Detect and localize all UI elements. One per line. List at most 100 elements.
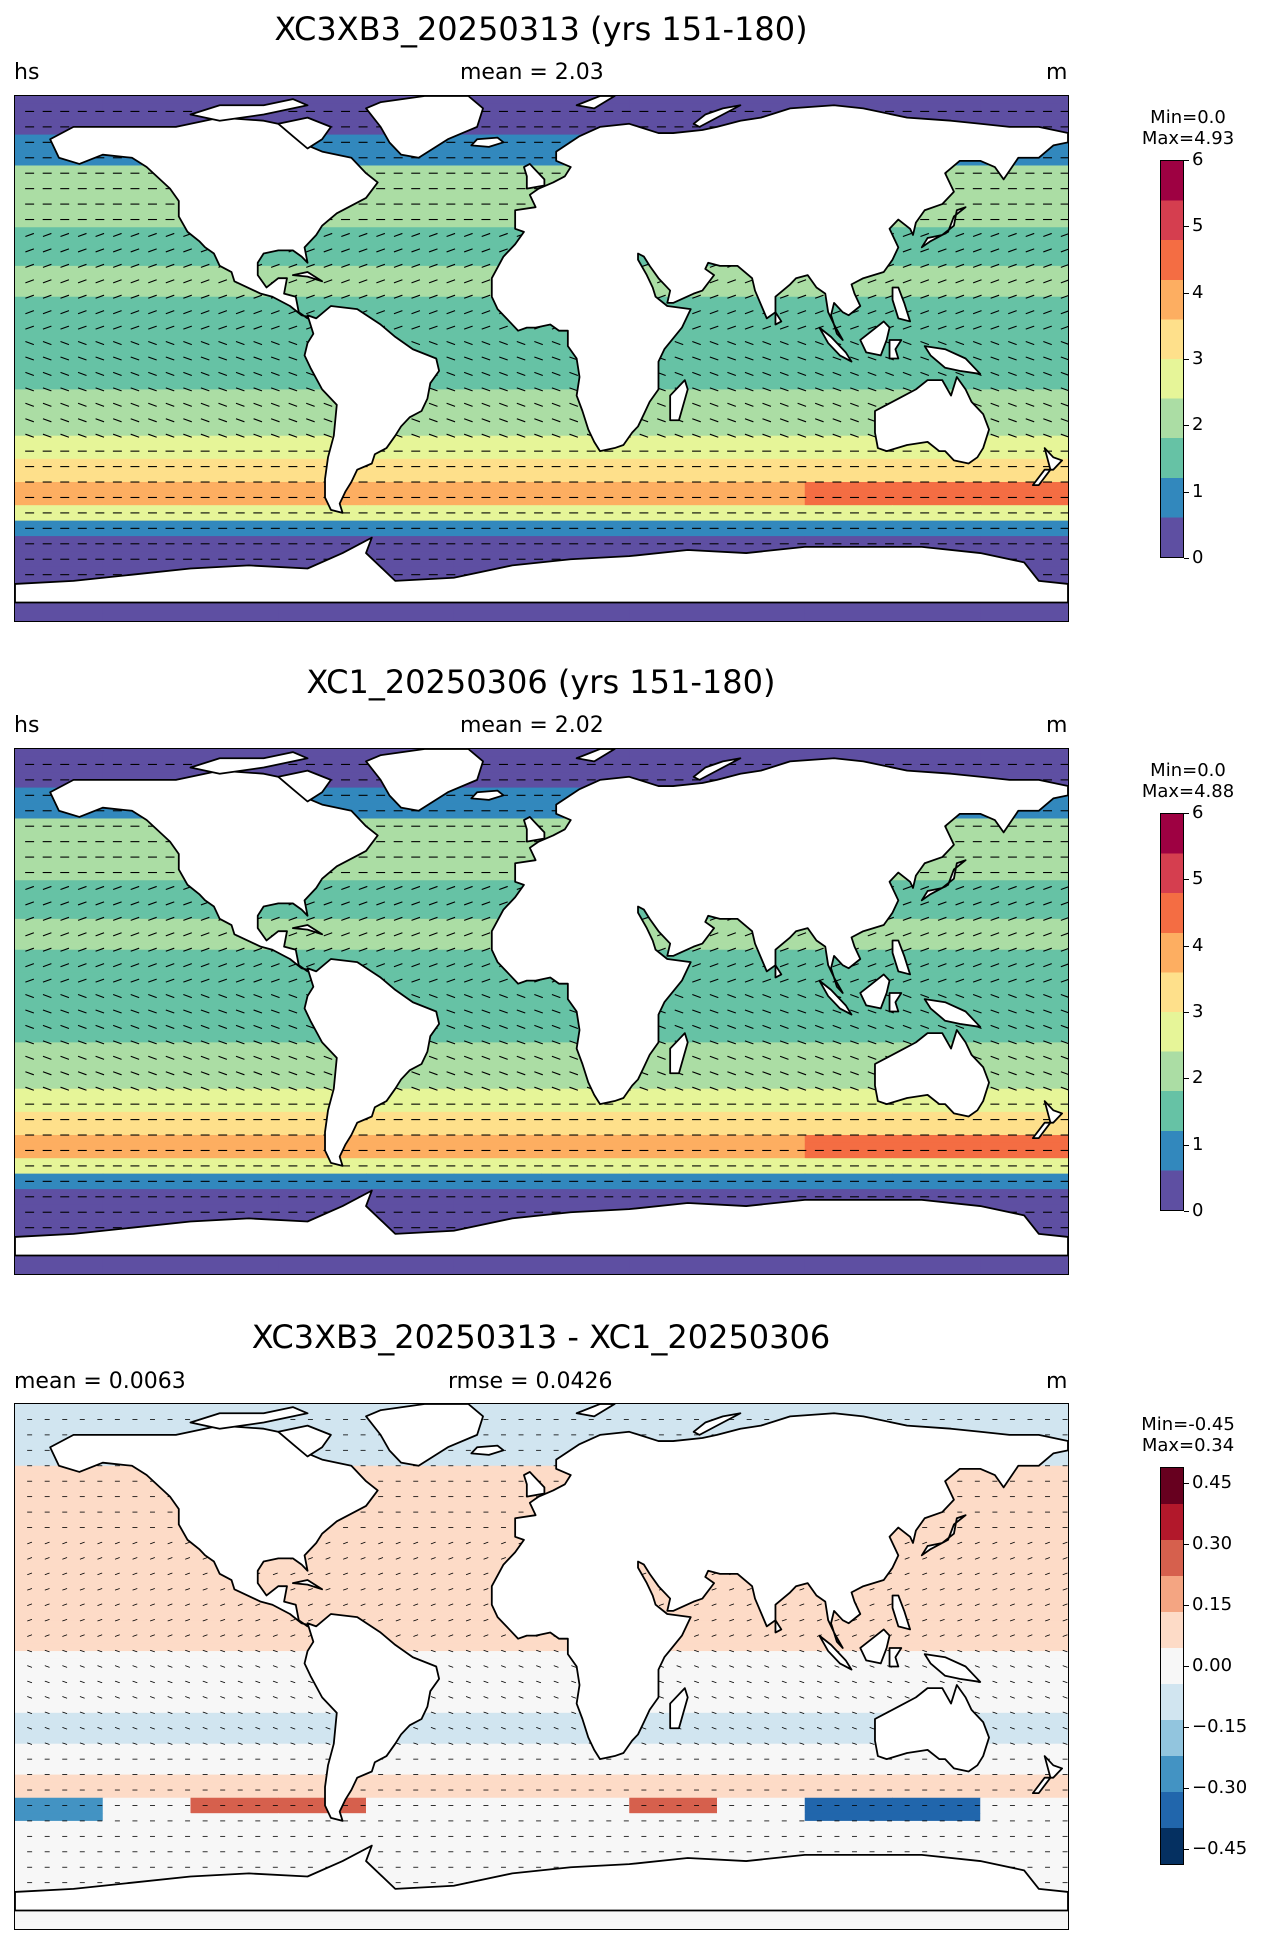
vector-arrow <box>920 1009 930 1014</box>
field-cell <box>980 505 1068 514</box>
vector-arrow <box>1008 248 1017 253</box>
field-cell <box>278 265 367 275</box>
vector-arrow <box>183 248 192 253</box>
vector-arrow <box>481 1040 491 1045</box>
vector-arrow <box>270 418 280 423</box>
field-cell <box>804 605 893 614</box>
field-cell <box>15 335 104 344</box>
vector-arrow <box>1008 885 1017 891</box>
vector-arrow <box>446 916 456 921</box>
field-cell <box>804 1050 893 1059</box>
field-cell <box>102 996 191 1005</box>
vector-arrow <box>428 994 438 999</box>
field-cell <box>453 1050 542 1059</box>
vector-arrow <box>288 341 298 346</box>
field-cell <box>453 204 542 213</box>
field-cell <box>190 965 279 974</box>
field-cell <box>278 1173 367 1182</box>
vector-arrow <box>130 1071 140 1076</box>
vector-arrow <box>411 932 421 937</box>
vector-arrow <box>148 232 157 238</box>
vector-arrow <box>1043 263 1052 268</box>
vector-arrow <box>990 901 1000 906</box>
vector-arrow <box>955 947 965 952</box>
vector-arrow <box>200 263 210 268</box>
field-cell <box>629 350 718 359</box>
field-cell <box>453 180 542 190</box>
vector-arrow <box>253 1086 263 1091</box>
field-cell <box>366 520 455 529</box>
field-cell <box>102 412 191 421</box>
field-cell <box>804 988 893 997</box>
vector-arrow <box>77 916 87 921</box>
vector-arrow <box>744 356 754 361</box>
field-cell <box>892 489 981 498</box>
vector-arrow <box>112 356 122 361</box>
vector-arrow <box>850 402 859 407</box>
vector-arrow <box>832 1086 842 1091</box>
field-cell <box>366 1088 455 1097</box>
vector-arrow <box>744 341 754 346</box>
field-cell <box>980 949 1068 958</box>
vector-arrow <box>358 916 368 921</box>
vector-arrow <box>60 387 70 392</box>
landmass-cuba <box>291 271 324 283</box>
vector-arrow <box>130 978 140 983</box>
vector-arrow <box>762 1009 772 1014</box>
field-cell <box>804 613 893 621</box>
vector-arrow <box>165 1071 175 1076</box>
field-cell <box>15 980 104 989</box>
vector-arrow <box>832 356 842 361</box>
field-cell <box>15 227 104 236</box>
vector-arrow <box>499 248 508 253</box>
vector-arrow <box>551 1024 561 1029</box>
vector-arrow <box>270 1086 280 1091</box>
vector-arrow <box>411 248 421 253</box>
vector-arrow <box>42 932 52 937</box>
vector-arrow <box>1025 963 1035 968</box>
field-cell <box>980 343 1068 352</box>
vector-arrow <box>762 387 772 392</box>
field-cell <box>980 1173 1068 1182</box>
vector-arrow <box>323 1071 333 1076</box>
field-cell <box>453 327 542 336</box>
vector-arrow <box>814 1071 824 1076</box>
landmass-australia <box>874 376 990 465</box>
vector-arrow <box>306 418 315 423</box>
vector-arrow <box>393 263 403 268</box>
vector-arrow <box>867 932 877 937</box>
vector-arrow <box>779 325 789 330</box>
field-cell <box>366 857 455 866</box>
vector-arrow <box>323 418 333 423</box>
vector-arrow <box>1060 1009 1068 1014</box>
vector-arrow <box>850 387 859 392</box>
vector-arrow <box>77 433 87 438</box>
vector-arrow <box>937 279 947 284</box>
field-cell <box>541 96 630 105</box>
field-cell <box>980 957 1068 966</box>
field-cell <box>541 520 630 529</box>
field-cell <box>980 443 1068 452</box>
field-cell <box>366 289 455 298</box>
field-cell <box>980 864 1068 874</box>
vector-arrow <box>42 263 52 268</box>
field-cell <box>804 435 893 444</box>
vector-arrow <box>218 387 228 392</box>
field-cell <box>453 211 542 221</box>
vector-arrow <box>42 402 52 407</box>
vector-arrow <box>481 294 491 299</box>
field-cell <box>980 458 1068 468</box>
field-cell <box>366 474 455 483</box>
field-cell <box>717 1142 806 1151</box>
field-cell <box>717 1104 806 1113</box>
vector-arrow <box>77 1040 87 1045</box>
vector-arrow <box>411 885 421 891</box>
vector-arrow <box>358 901 368 906</box>
vector-arrow <box>253 963 263 968</box>
vector-arrow <box>148 885 157 891</box>
field-cell <box>15 1165 104 1175</box>
vector-arrow <box>1025 1024 1035 1029</box>
field-cell <box>366 903 455 912</box>
vector-arrow <box>797 294 807 299</box>
vector-arrow <box>200 1071 210 1076</box>
